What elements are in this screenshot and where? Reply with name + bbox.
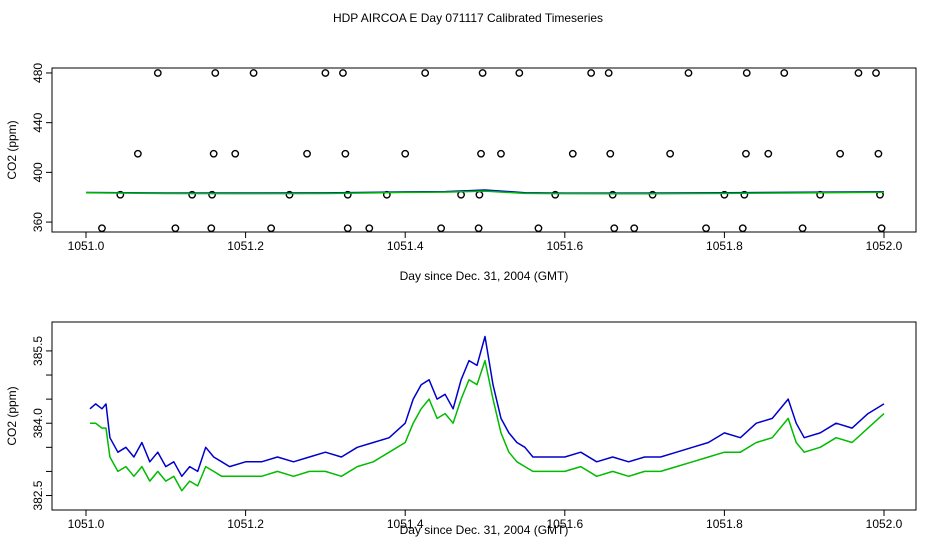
calibration-point [133, 149, 142, 158]
calibration-point [854, 69, 863, 77]
calibration-point [231, 149, 240, 158]
calibration-point [339, 69, 347, 77]
calibration-point [630, 224, 639, 233]
calibration-point [551, 190, 560, 199]
calibration-point [437, 224, 446, 233]
calibration-point [211, 69, 220, 77]
top-x-tick-label: 1051.8 [706, 239, 743, 253]
calibration-point [98, 224, 106, 233]
bottom-x-axis-label: Day since Dec. 31, 2004 (GMT) [400, 523, 569, 537]
calibration-point [421, 69, 430, 77]
bottom-panel: Day since Dec. 31, 2004 (GMT) CO2 (ppm) … [5, 321, 917, 537]
calibration-point [208, 190, 216, 199]
calibration-point [474, 224, 483, 233]
calibration-point [684, 69, 693, 77]
calibration-point [321, 69, 330, 77]
calibration-point [780, 69, 789, 77]
bottom-x-tick-label: 1051.6 [546, 517, 583, 531]
calibration-point [303, 149, 311, 158]
calibration-point [365, 224, 374, 233]
calibration-point [606, 149, 615, 158]
calibration-point [343, 224, 352, 233]
top-panel: Day since Dec. 31, 2004 (GMT) CO2 (ppm) … [5, 63, 917, 283]
calibration-point [171, 224, 180, 233]
calibration-point [610, 224, 619, 233]
calibration-point [207, 224, 216, 233]
calibration-point [648, 190, 657, 199]
calibration-point [877, 224, 886, 233]
calibration-point [267, 224, 276, 233]
bottom-y-tick-label: 385.5 [31, 336, 45, 366]
top-x-tick-label: 1051.4 [387, 239, 424, 253]
top-plot-frame [51, 67, 917, 233]
bottom-y-tick-label: 382.5 [31, 480, 45, 510]
top-x-tick-label: 1051.0 [68, 239, 105, 253]
bottom-green-series-line [90, 359, 885, 492]
bottom-y-tick-label: 384.0 [31, 408, 45, 438]
top-x-tick-label: 1051.2 [227, 239, 264, 253]
top-y-tick-label: 360 [31, 212, 45, 232]
calibration-point [742, 69, 751, 77]
bottom-plot-frame [51, 321, 917, 511]
calibration-point [836, 149, 845, 158]
calibration-point [475, 190, 484, 199]
calibration-point [188, 190, 197, 199]
calibration-point [478, 69, 487, 77]
calibration-point [568, 149, 577, 158]
bottom-x-tick-label: 1051.0 [68, 517, 105, 531]
calibration-point [497, 149, 505, 158]
calibration-point [720, 190, 729, 199]
calibration-point [742, 149, 750, 158]
top-y-tick-label: 440 [31, 112, 45, 132]
top-x-axis-label: Day since Dec. 31, 2004 (GMT) [400, 269, 569, 283]
top-green-series-line [85, 190, 885, 195]
top-y-tick-label: 400 [31, 162, 45, 182]
top-x-tick-label: 1052.0 [866, 239, 903, 253]
calibration-point [534, 224, 543, 233]
top-x-tick-label: 1051.6 [546, 239, 583, 253]
calibration-point [249, 69, 258, 77]
calibration-point [341, 149, 350, 158]
calibration-point [666, 149, 675, 158]
calibration-point [587, 69, 596, 77]
calibration-point [798, 224, 807, 233]
calibration-point [285, 190, 294, 199]
calibration-point [872, 69, 880, 77]
calibration-point [604, 69, 613, 77]
calibration-point [401, 149, 410, 158]
calibration-point [116, 190, 125, 199]
bottom-x-tick-label: 1051.2 [227, 517, 264, 531]
calibration-point [477, 149, 485, 158]
bottom-blue-series-line [89, 335, 885, 478]
bottom-x-tick-label: 1051.8 [706, 517, 743, 531]
calibration-point [738, 224, 747, 233]
calibration-point [343, 190, 352, 199]
top-y-tick-label: 480 [31, 63, 45, 83]
bottom-x-tick-label: 1051.4 [387, 517, 424, 531]
calibration-point [515, 69, 524, 77]
calibration-point [740, 190, 749, 199]
calibration-point [702, 224, 710, 233]
bottom-y-axis-label: CO2 (ppm) [5, 386, 19, 445]
top-y-axis-label: CO2 (ppm) [5, 120, 19, 179]
calibration-point [153, 69, 162, 77]
calibration-point [764, 149, 773, 158]
chart-title: HDP AIRCOA E Day 071117 Calibrated Times… [333, 11, 603, 25]
calibration-point [874, 149, 883, 158]
calibration-point [608, 190, 617, 199]
calibration-point [209, 149, 218, 158]
bottom-x-tick-label: 1052.0 [866, 517, 903, 531]
